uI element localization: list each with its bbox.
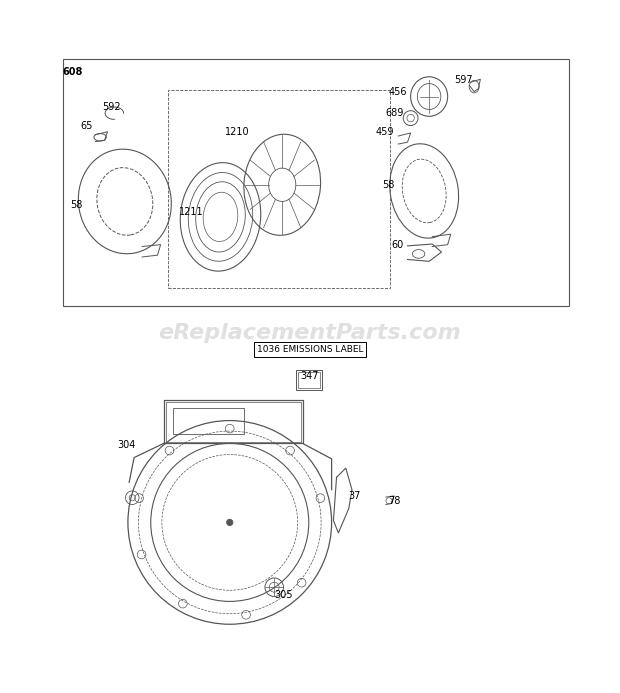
Text: 305: 305: [274, 590, 293, 600]
Bar: [296, 370, 322, 389]
Bar: [298, 372, 321, 388]
Text: 597: 597: [454, 75, 472, 85]
Text: 37: 37: [348, 491, 361, 501]
Text: 347: 347: [301, 371, 319, 381]
Text: 78: 78: [388, 495, 401, 506]
Text: 592: 592: [102, 102, 120, 112]
Text: 304: 304: [117, 440, 135, 450]
Circle shape: [227, 519, 233, 525]
Text: 459: 459: [376, 128, 394, 137]
Bar: [168, 90, 390, 288]
Text: 608: 608: [62, 67, 82, 77]
Text: 1210: 1210: [225, 127, 249, 137]
Text: 58: 58: [382, 179, 394, 190]
Bar: [63, 60, 569, 306]
Text: 456: 456: [388, 87, 407, 97]
Text: 1211: 1211: [179, 207, 204, 217]
Text: 1036 EMISSIONS LABEL: 1036 EMISSIONS LABEL: [257, 345, 363, 354]
Text: 65: 65: [81, 121, 93, 130]
Text: eReplacementParts.com: eReplacementParts.com: [159, 323, 461, 343]
Text: 60: 60: [391, 240, 404, 250]
Text: 58: 58: [71, 200, 83, 209]
Bar: [173, 407, 244, 434]
Text: 689: 689: [386, 108, 404, 119]
